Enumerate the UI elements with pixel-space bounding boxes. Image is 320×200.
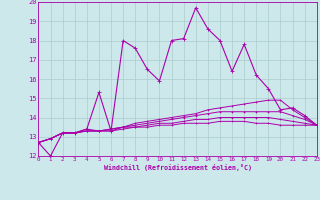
X-axis label: Windchill (Refroidissement éolien,°C): Windchill (Refroidissement éolien,°C) <box>104 164 252 171</box>
